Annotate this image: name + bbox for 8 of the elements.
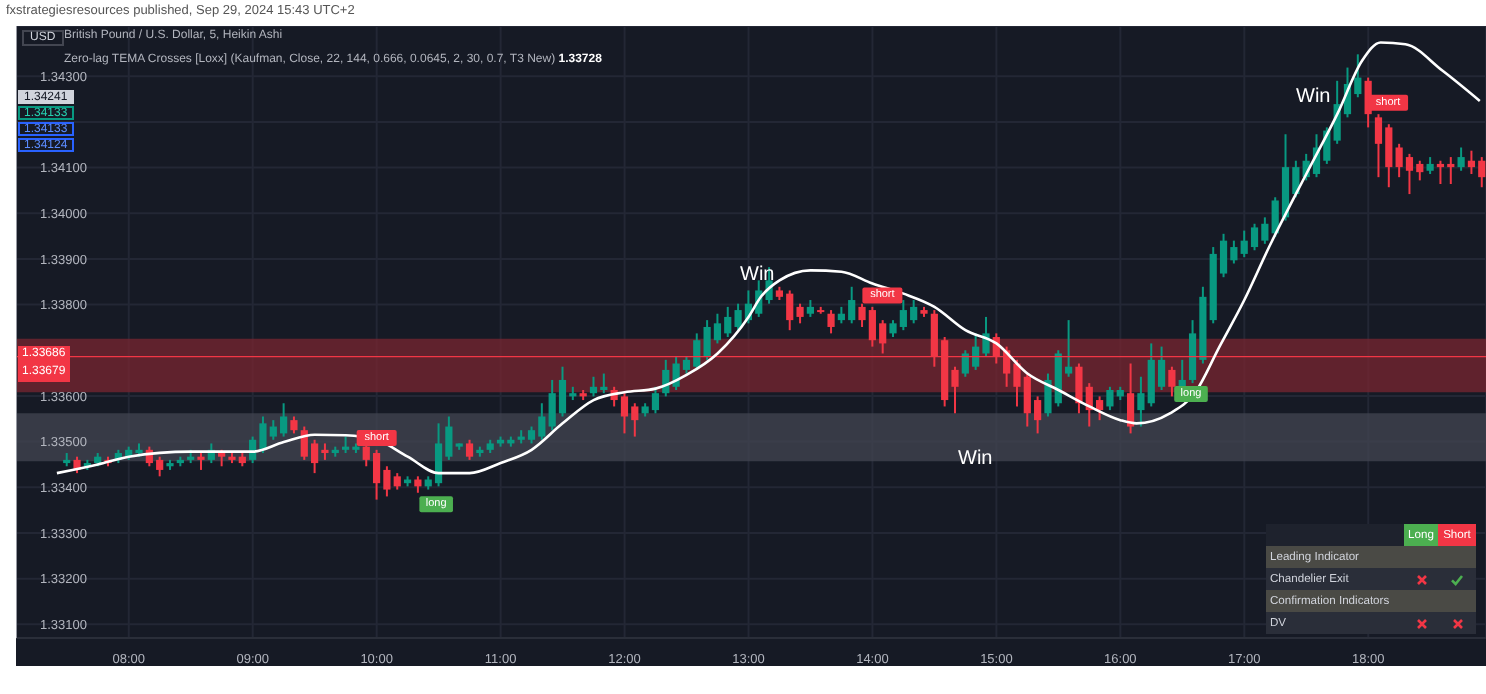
annotation: Win	[958, 448, 993, 472]
annotation: Win	[1296, 86, 1331, 110]
candlestick	[1126, 362, 1135, 435]
candlestick	[827, 309, 835, 335]
annotation: Win	[740, 264, 775, 288]
candlestick	[1168, 365, 1176, 398]
candlestick	[465, 438, 474, 461]
candlestick	[1457, 146, 1465, 172]
